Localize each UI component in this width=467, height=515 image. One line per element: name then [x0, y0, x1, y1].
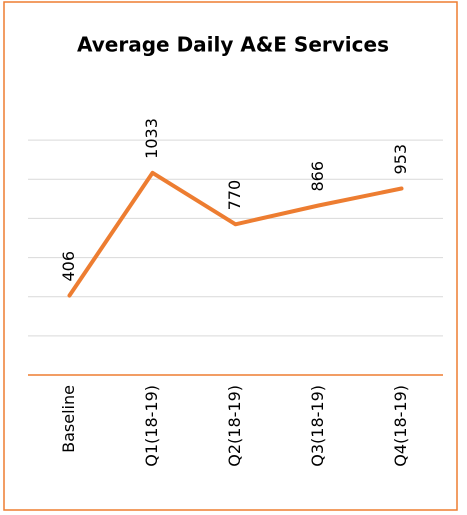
chart-border	[3, 1, 458, 511]
data-label: 1033	[142, 118, 161, 159]
data-label: 953	[391, 144, 410, 175]
chart-title: Average Daily A&E Services	[77, 33, 389, 57]
data-label: 770	[225, 180, 244, 211]
x-tick-label: Q1(18-19)	[142, 385, 161, 467]
x-tick-label: Q3(18-19)	[308, 385, 327, 467]
data-label: 406	[59, 251, 78, 282]
line-series	[67, 170, 404, 298]
x-tick-label: Q4(18-19)	[391, 385, 410, 467]
x-tick-label: Baseline	[59, 385, 78, 453]
data-label: 866	[308, 161, 327, 192]
x-tick-label: Q2(18-19)	[225, 385, 244, 467]
